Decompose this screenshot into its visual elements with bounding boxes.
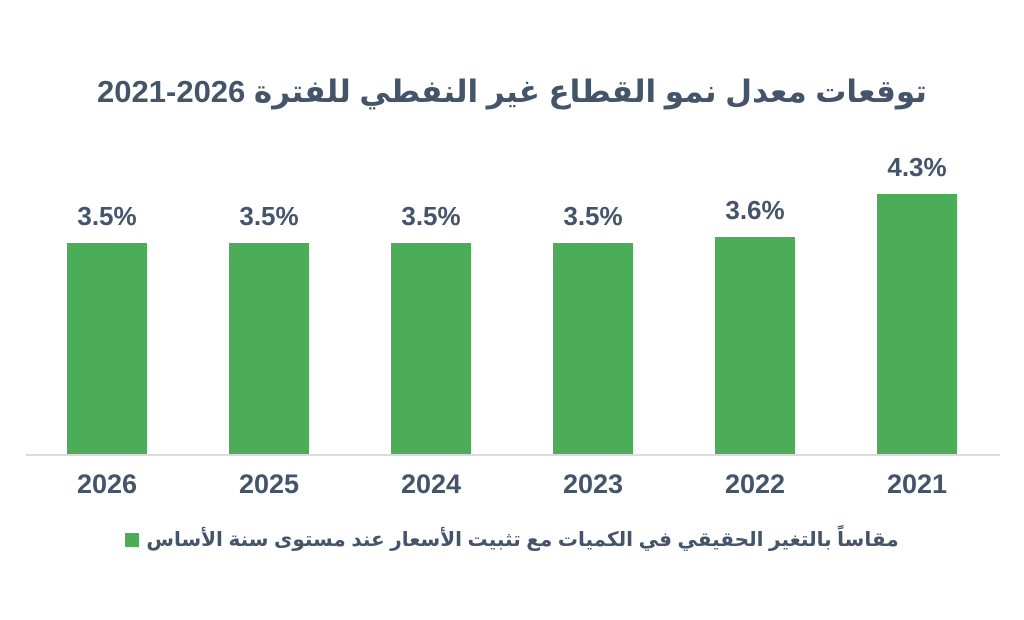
data-label-2023: 3.5%: [563, 201, 623, 231]
x-axis-label-2026: 2026: [76, 469, 138, 499]
x-axis-label-2021: 2021: [886, 469, 948, 499]
bar-column-2026: 3.5%: [26, 150, 188, 455]
data-label-2021: 4.3%: [887, 152, 947, 182]
bar-2023: [553, 243, 633, 455]
bar-column-2025: 3.5%: [188, 150, 350, 455]
x-axis-line: [26, 454, 1000, 456]
bar-2022: [715, 237, 795, 455]
x-axis-label-2025: 2025: [238, 469, 300, 499]
plot-area: 3.5% 3.5% 3.5% 3.5% 3.6% 4.3%: [26, 150, 998, 455]
bar-2025: [229, 243, 309, 455]
bar-column-2024: 3.5%: [350, 150, 512, 455]
data-label-2025: 3.5%: [239, 201, 299, 231]
x-axis-label-2023: 2023: [562, 469, 624, 499]
data-label-2024: 3.5%: [401, 201, 461, 231]
x-axis-label-2022: 2022: [724, 469, 786, 499]
bar-2024: [391, 243, 471, 455]
bar-column-2023: 3.5%: [512, 150, 674, 455]
legend-marker-green-square-icon: [125, 532, 140, 547]
bar-2026: [67, 243, 147, 455]
bar-2021: [877, 194, 957, 455]
x-axis-label-2024: 2024: [400, 469, 462, 499]
legend-label: مقاساً بالتغير الحقيقي في الكميات مع تثب…: [146, 529, 899, 551]
legend: مقاساً بالتغير الحقيقي في الكميات مع تثب…: [0, 527, 1024, 552]
chart-title: توقعات معدل نمو القطاع غير النفطي للفترة…: [97, 74, 927, 109]
bar-column-2022: 3.6%: [674, 150, 836, 455]
x-axis-labels: 2026 2025 2024 2023 2022 2021: [26, 469, 998, 500]
data-label-2022: 3.6%: [725, 195, 785, 225]
bar-column-2021: 4.3%: [836, 150, 998, 455]
data-label-2026: 3.5%: [77, 201, 137, 231]
